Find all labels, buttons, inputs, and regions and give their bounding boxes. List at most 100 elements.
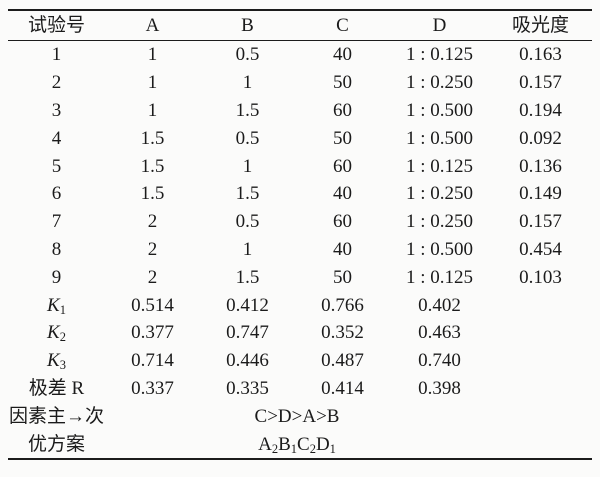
cell-factor-b: 1 (242, 238, 253, 260)
scheme-factor: B (278, 433, 291, 455)
cell-factor-d: 1 : 0.125 (405, 266, 474, 288)
cell-factor-c: 50 (333, 127, 352, 149)
cell-range-label: 极差 R (28, 377, 85, 399)
cell-factor-d: 1 : 0.250 (405, 211, 474, 233)
cell-factor-b: 0.5 (235, 44, 260, 66)
cell-run-no: 5 (51, 155, 62, 177)
cell-factor-b: 1.5 (235, 99, 260, 121)
cell-factor-b: 1 (242, 155, 253, 177)
cell-factor-a: 1.5 (140, 127, 165, 149)
cell-run-no: 1 (51, 44, 62, 66)
cell-factor-a: 2 (147, 238, 158, 260)
scheme-level-subscript: 2 (271, 441, 279, 456)
cell-factor-d: 1 : 0.500 (405, 238, 474, 260)
scheme-level-subscript: 2 (309, 441, 316, 456)
scheme-level-subscript: 1 (290, 441, 297, 456)
cell-factor-a: 1 (147, 72, 158, 94)
cell-run-no: 2 (51, 72, 62, 94)
cell-range-d: 0.398 (418, 377, 461, 399)
cell-k1-d: 0.402 (418, 294, 461, 316)
header-run-no: 试验号 (27, 15, 85, 36)
cell-k3-d: 0.740 (418, 350, 461, 372)
cell-run-no: 9 (51, 266, 62, 288)
cell-range-b: 0.335 (226, 377, 269, 399)
cell-run-no: 6 (51, 183, 62, 205)
scheme-level-subscript: 1 (329, 441, 336, 456)
cell-absorbance: 0.157 (519, 211, 562, 233)
table-row: 3 1 1.5 60 1 : 0.500 0.194 (8, 97, 592, 125)
cell-k1-label: K1 (8, 291, 105, 319)
k-symbol: K (47, 350, 60, 372)
cell-order-value: C>D>A>B (254, 405, 340, 427)
cell-absorbance: 0.136 (519, 155, 562, 177)
cell-empty (489, 375, 592, 403)
cell-factor-c: 50 (333, 266, 352, 288)
cell-optimal-scheme: A2B1C2D1 (105, 430, 489, 459)
header-factor-b: B (241, 15, 254, 36)
cell-factor-c: 60 (333, 155, 352, 177)
cell-factor-a: 1 (147, 44, 158, 66)
cell-empty (489, 319, 592, 347)
cell-empty (489, 430, 592, 459)
cell-empty (489, 402, 592, 430)
cell-factor-c: 40 (333, 238, 352, 260)
table-row: 9 2 1.5 50 1 : 0.125 0.103 (8, 263, 592, 291)
cell-k1-a: 0.514 (131, 294, 174, 316)
cell-factor-a: 2 (147, 211, 158, 233)
k-subscript: 3 (59, 358, 66, 373)
cell-factor-b: 1.5 (235, 266, 260, 288)
cell-factor-d: 1 : 0.500 (405, 99, 474, 121)
orthogonal-test-table: 试验号 A B C D 吸光度 1 1 0.5 40 1 : 0.125 0.1… (8, 9, 592, 460)
k-subscript: 1 (59, 302, 66, 317)
cell-empty (489, 347, 592, 375)
k-subscript: 2 (59, 330, 66, 345)
cell-absorbance: 0.163 (519, 44, 562, 66)
cell-k3-a: 0.714 (131, 350, 174, 372)
header-factor-d: D (432, 15, 447, 36)
cell-absorbance: 0.149 (519, 183, 562, 205)
cell-factor-a: 2 (147, 266, 158, 288)
cell-scheme-label: 优方案 (27, 433, 85, 455)
cell-factor-d: 1 : 0.250 (405, 183, 474, 205)
cell-absorbance: 0.454 (519, 238, 562, 260)
cell-order-label: 因素主→次 (8, 405, 104, 427)
k1-row: K1 0.514 0.412 0.766 0.402 (8, 291, 592, 319)
table-row: 8 2 1 40 1 : 0.500 0.454 (8, 236, 592, 264)
cell-k2-c: 0.352 (321, 322, 364, 344)
cell-k3-label: K3 (8, 347, 105, 375)
cell-factor-b: 0.5 (235, 211, 260, 233)
cell-k2-label: K2 (8, 319, 105, 347)
cell-k2-d: 0.463 (418, 322, 461, 344)
cell-absorbance: 0.092 (519, 127, 562, 149)
scheme-factor: D (315, 433, 330, 455)
cell-factor-c: 40 (333, 183, 352, 205)
cell-factor-d: 1 : 0.125 (405, 44, 474, 66)
cell-factor-b: 1 (242, 72, 253, 94)
scheme-part: A2 (258, 434, 278, 455)
header-factor-c: C (336, 15, 349, 36)
cell-k2-b: 0.747 (226, 322, 269, 344)
table-row: 5 1.5 1 60 1 : 0.125 0.136 (8, 152, 592, 180)
cell-range-c: 0.414 (321, 377, 364, 399)
scheme-part: D1 (316, 434, 336, 455)
cell-absorbance: 0.103 (519, 266, 562, 288)
cell-run-no: 4 (51, 127, 62, 149)
cell-run-no: 8 (51, 238, 62, 260)
k2-row: K2 0.377 0.747 0.352 0.463 (8, 319, 592, 347)
cell-factor-c: 40 (333, 44, 352, 66)
scheme-factor: A (258, 433, 272, 455)
cell-k1-c: 0.766 (321, 294, 364, 316)
factor-order-row: 因素主→次 C>D>A>B (8, 402, 592, 430)
cell-range-a: 0.337 (131, 377, 174, 399)
scheme-part: C2 (297, 434, 316, 455)
cell-factor-a: 1.5 (140, 183, 165, 205)
cell-factor-c: 60 (333, 211, 352, 233)
header-factor-a: A (145, 15, 160, 36)
cell-factor-a: 1 (147, 99, 158, 121)
cell-absorbance: 0.194 (519, 99, 562, 121)
cell-factor-d: 1 : 0.125 (405, 155, 474, 177)
table-row: 2 1 1 50 1 : 0.250 0.157 (8, 69, 592, 97)
cell-k3-c: 0.487 (321, 350, 364, 372)
header-absorbance: 吸光度 (511, 15, 569, 36)
range-row: 极差 R 0.337 0.335 0.414 0.398 (8, 375, 592, 403)
